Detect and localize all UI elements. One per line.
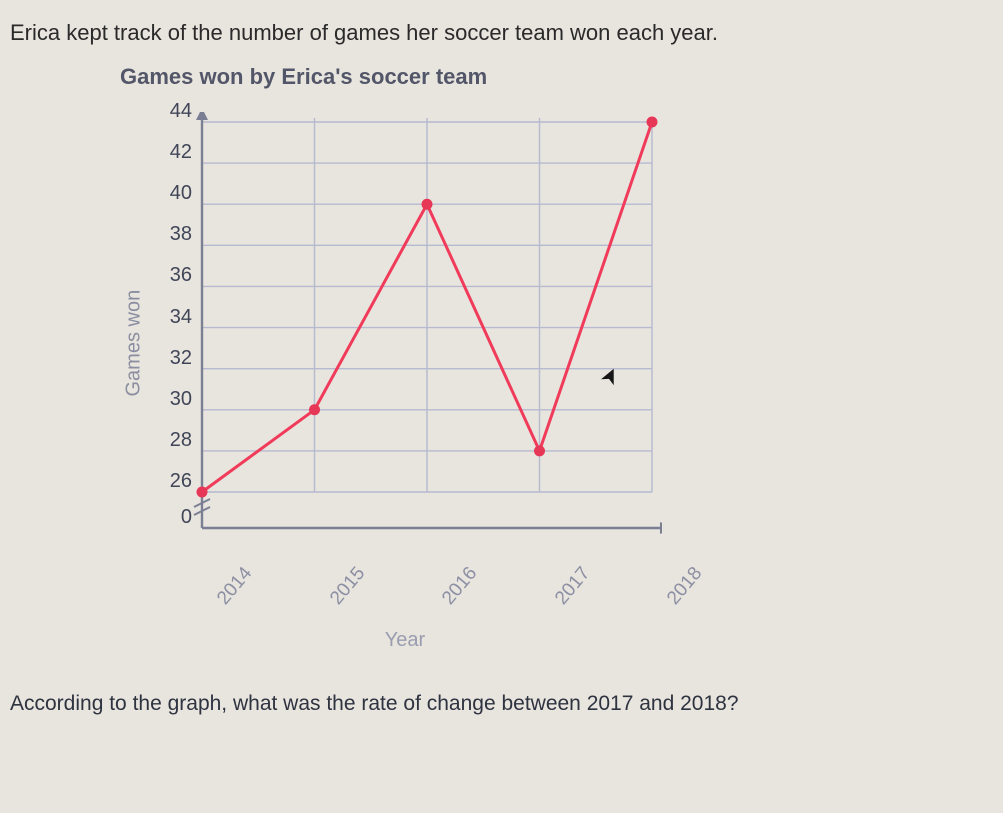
- x-tick: 2017: [551, 563, 595, 610]
- chart-title: Games won by Erica's soccer team: [120, 64, 993, 90]
- x-tick: 2016: [438, 563, 482, 610]
- chart-box: Games won 444240383634323028260 ➤ 2014 20…: [120, 112, 993, 652]
- y-ticks: 444240383634323028260: [148, 112, 192, 542]
- ylabel-wrap: Games won: [120, 112, 148, 652]
- question-text: According to the graph, what was the rat…: [10, 692, 993, 716]
- x-tick: 2014: [213, 563, 257, 610]
- plot-area: ➤: [192, 112, 662, 547]
- x-tick: 2018: [663, 563, 707, 610]
- x-axis-label: Year: [148, 629, 662, 652]
- line-chart-svg: [192, 112, 662, 542]
- intro-text: Erica kept track of the number of games …: [10, 20, 993, 46]
- chart-container: Games won by Erica's soccer team Games w…: [120, 64, 993, 652]
- y-axis-label: Games won: [123, 368, 146, 396]
- x-ticks: 20142015201620172018: [192, 557, 662, 617]
- x-tick: 2015: [326, 563, 370, 610]
